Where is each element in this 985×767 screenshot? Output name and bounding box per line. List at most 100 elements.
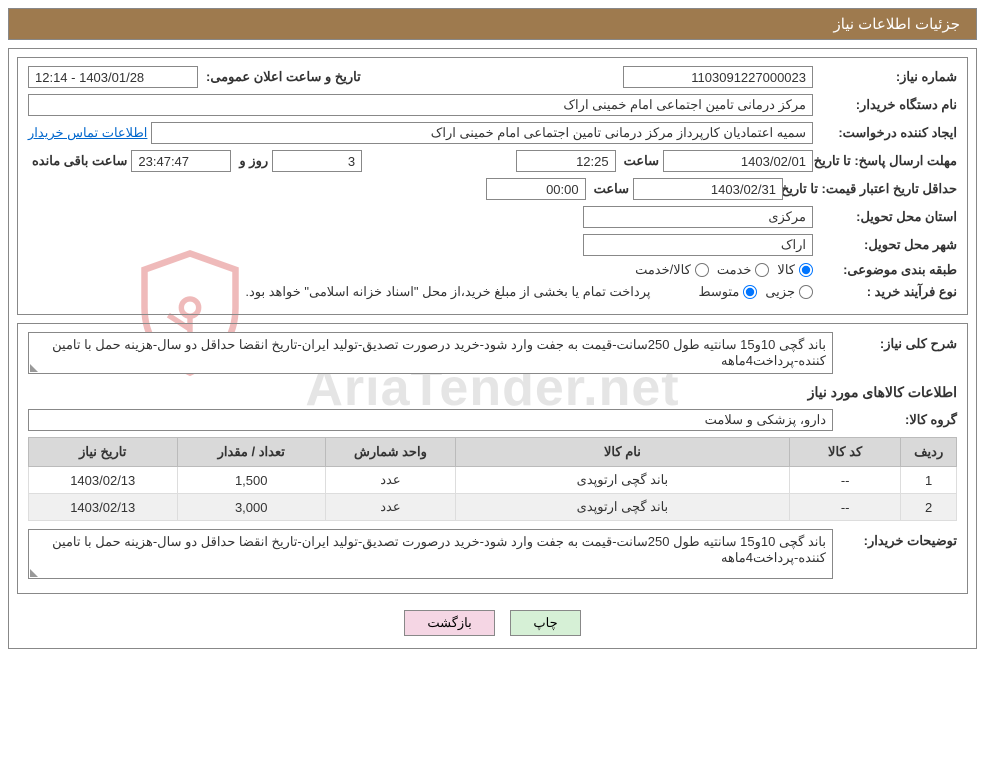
purchase-type-group: جزیی متوسط (698, 284, 813, 300)
table-cell: 2 (901, 494, 957, 521)
buyer-contact-link[interactable]: اطلاعات تماس خریدار (28, 125, 147, 141)
row-group: گروه کالا: دارو، پزشکی و سلامت (28, 409, 957, 431)
items-table-head: ردیفکد کالانام کالاواحد شمارشتعداد / مقد… (29, 438, 957, 467)
deadline-date-field: 1403/02/01 (663, 150, 813, 172)
items-heading: اطلاعات کالاهای مورد نیاز (28, 384, 957, 401)
radio-medium-label: متوسط (698, 284, 739, 300)
print-button[interactable]: چاپ (510, 610, 580, 636)
row-subject-class: طبقه بندی موضوعی: کالا خدمت کالا/خدمت (28, 262, 957, 278)
row-buyer-org: نام دستگاه خریدار: مرکز درمانی تامین اجت… (28, 94, 957, 116)
radio-goods-service-label: کالا/خدمت (635, 262, 691, 278)
table-cell: 3,000 (177, 494, 325, 521)
row-buyer-notes: توضیحات خریدار: باند گچی 10و15 سانتیه طو… (28, 529, 957, 579)
table-cell: 1 (901, 467, 957, 494)
table-cell: باند گچی ارتوپدی (455, 494, 789, 521)
back-button[interactable]: بازگشت (404, 610, 494, 636)
table-cell: 1403/02/13 (29, 494, 178, 521)
radio-service[interactable]: خدمت (717, 262, 770, 278)
row-need-number: شماره نیاز: 1103091227000023 تاریخ و ساع… (28, 66, 957, 88)
group-label: گروه کالا: (837, 412, 957, 428)
radio-goods-label: کالا (777, 262, 795, 278)
table-header-cell: تعداد / مقدار (177, 438, 325, 467)
announce-label: تاریخ و ساعت اعلان عمومی: (202, 69, 361, 85)
delivery-city-label: شهر محل تحویل: (817, 237, 957, 253)
buyer-org-label: نام دستگاه خریدار: (817, 97, 957, 113)
table-cell: باند گچی ارتوپدی (455, 467, 789, 494)
row-delivery-city: شهر محل تحویل: اراک (28, 234, 957, 256)
need-info-section: شماره نیاز: 1103091227000023 تاریخ و ساع… (17, 57, 968, 315)
table-cell: عدد (325, 494, 455, 521)
table-header-cell: ردیف (901, 438, 957, 467)
purchase-type-label: نوع فرآیند خرید : (817, 284, 957, 300)
radio-service-input[interactable] (755, 263, 769, 277)
delivery-province-field: مرکزی (583, 206, 813, 228)
radio-goods-service[interactable]: کالا/خدمت (635, 262, 709, 278)
remaining-label: ساعت باقی مانده (28, 153, 127, 169)
group-field: دارو، پزشکی و سلامت (28, 409, 833, 431)
table-header-cell: نام کالا (455, 438, 789, 467)
table-row: 2--باند گچی ارتوپدیعدد3,0001403/02/13 (29, 494, 957, 521)
table-header-cell: تاریخ نیاز (29, 438, 178, 467)
requester-label: ایجاد کننده درخواست: (817, 125, 957, 141)
min-price-valid-label: حداقل تاریخ اعتبار قیمت: تا تاریخ: (787, 181, 957, 197)
button-row: چاپ بازگشت (17, 602, 968, 640)
announce-field: 12:14 - 1403/01/28 (28, 66, 198, 88)
description-section: شرح کلی نیاز: باند گچی 10و15 سانتیه طول … (17, 323, 968, 594)
row-requester: ایجاد کننده درخواست: سمیه اعتمادیان کارپ… (28, 122, 957, 144)
row-purchase-type: نوع فرآیند خرید : جزیی متوسط پرداخت تمام… (28, 284, 957, 300)
min-price-valid-date-field: 1403/02/31 (633, 178, 783, 200)
subject-class-group: کالا خدمت کالا/خدمت (635, 262, 813, 278)
items-table: ردیفکد کالانام کالاواحد شمارشتعداد / مقد… (28, 437, 957, 521)
min-price-valid-time-field: 00:00 (486, 178, 586, 200)
radio-medium[interactable]: متوسط (698, 284, 757, 300)
need-title-label: شرح کلی نیاز: (837, 332, 957, 352)
need-number-field: 1103091227000023 (623, 66, 813, 88)
buyer-notes-wrap: باند گچی 10و15 سانتیه طول 250سانت-قیمت ب… (28, 529, 833, 579)
page-title: جزئیات اطلاعات نیاز (834, 16, 961, 33)
row-need-title: شرح کلی نیاز: باند گچی 10و15 سانتیه طول … (28, 332, 957, 374)
table-header-cell: واحد شمارش (325, 438, 455, 467)
deadline-label: مهلت ارسال پاسخ: تا تاریخ: (817, 153, 957, 169)
table-cell: عدد (325, 467, 455, 494)
need-title-wrap: باند گچی 10و15 سانتیه طول 250سانت-قیمت ب… (28, 332, 833, 374)
resize-handle-icon[interactable] (30, 569, 38, 577)
resize-handle-icon[interactable] (30, 364, 38, 372)
radio-medium-input[interactable] (743, 285, 757, 299)
table-cell: 1,500 (177, 467, 325, 494)
buyer-notes-field[interactable]: باند گچی 10و15 سانتیه طول 250سانت-قیمت ب… (28, 529, 833, 579)
buyer-notes-label: توضیحات خریدار: (837, 529, 957, 549)
radio-goods-input[interactable] (799, 263, 813, 277)
radio-service-label: خدمت (717, 262, 752, 278)
radio-minor[interactable]: جزیی (765, 284, 813, 300)
radio-minor-input[interactable] (799, 285, 813, 299)
radio-minor-label: جزیی (765, 284, 795, 300)
min-price-time-label: ساعت (590, 181, 629, 197)
table-cell: -- (789, 467, 900, 494)
need-number-label: شماره نیاز: (817, 69, 957, 85)
subject-class-label: طبقه بندی موضوعی: (817, 262, 957, 278)
deadline-time-field: 12:25 (516, 150, 616, 172)
table-cell: 1403/02/13 (29, 467, 178, 494)
row-delivery-province: استان محل تحویل: مرکزی (28, 206, 957, 228)
buyer-org-field: مرکز درمانی تامین اجتماعی امام خمینی ارا… (28, 94, 813, 116)
radio-goods-service-input[interactable] (695, 263, 709, 277)
need-title-field[interactable]: باند گچی 10و15 سانتیه طول 250سانت-قیمت ب… (28, 332, 833, 374)
days-field: 3 (272, 150, 362, 172)
table-cell: -- (789, 494, 900, 521)
table-header-row: ردیفکد کالانام کالاواحد شمارشتعداد / مقد… (29, 438, 957, 467)
table-row: 1--باند گچی ارتوپدیعدد1,5001403/02/13 (29, 467, 957, 494)
delivery-province-label: استان محل تحویل: (817, 209, 957, 225)
row-min-price-valid: حداقل تاریخ اعتبار قیمت: تا تاریخ: 1403/… (28, 178, 957, 200)
days-and-label: روز و (235, 153, 268, 169)
countdown-field: 23:47:47 (131, 150, 231, 172)
deadline-time-label: ساعت (620, 153, 659, 169)
purchase-note: پرداخت تمام یا بخشی از مبلغ خرید،از محل … (245, 284, 650, 300)
page-header: جزئیات اطلاعات نیاز (8, 8, 977, 40)
radio-goods[interactable]: کالا (777, 262, 813, 278)
items-table-body: 1--باند گچی ارتوپدیعدد1,5001403/02/132--… (29, 467, 957, 521)
main-frame: شماره نیاز: 1103091227000023 تاریخ و ساع… (8, 48, 977, 649)
requester-field: سمیه اعتمادیان کارپرداز مرکز درمانی تامی… (151, 122, 813, 144)
table-header-cell: کد کالا (789, 438, 900, 467)
delivery-city-field: اراک (583, 234, 813, 256)
row-deadline: مهلت ارسال پاسخ: تا تاریخ: 1403/02/01 سا… (28, 150, 957, 172)
